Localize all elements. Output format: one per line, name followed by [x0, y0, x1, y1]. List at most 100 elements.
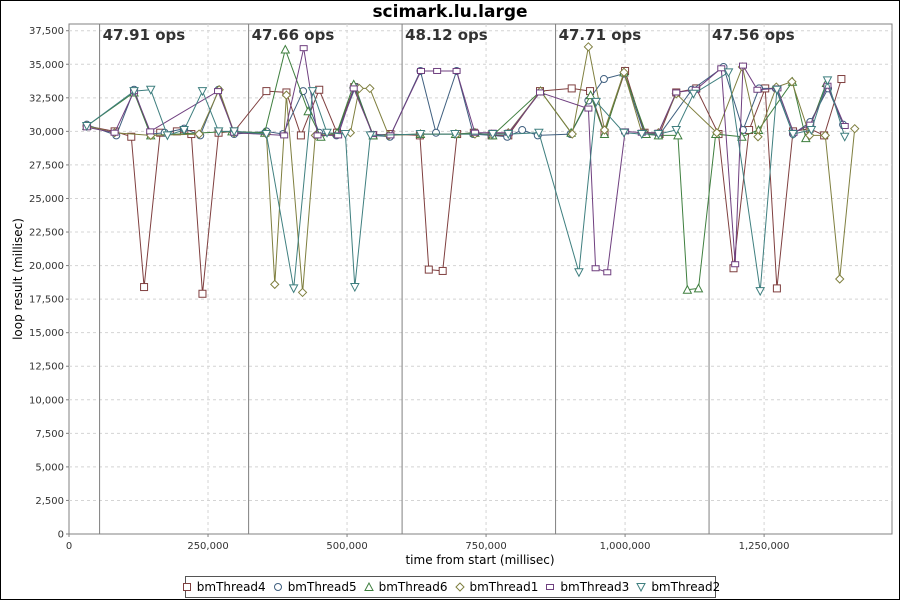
data-point	[452, 67, 461, 74]
y-tick-label: 27,500	[29, 160, 64, 171]
data-point	[179, 126, 189, 136]
y-tick-label: 32,500	[29, 93, 64, 104]
y-tick-label: 35,000	[29, 60, 64, 71]
run-marker-label: 47.56 ops	[712, 26, 795, 44]
y-tick-label: 7,500	[35, 429, 64, 440]
data-point	[837, 75, 846, 84]
legend-label: bmThread5	[287, 580, 357, 594]
legend-swatch-icon	[182, 583, 191, 591]
legend-label: bmThread4	[196, 580, 266, 594]
data-point	[296, 131, 305, 140]
y-tick-label: 12,500	[29, 362, 64, 373]
data-point	[772, 85, 782, 95]
data-point	[470, 129, 479, 136]
data-point	[213, 127, 224, 137]
data-point	[693, 283, 704, 293]
data-point	[583, 42, 594, 52]
data-point	[81, 122, 92, 132]
legend-marker	[546, 584, 555, 590]
data-point	[603, 269, 612, 276]
legend-marker	[636, 583, 647, 593]
legend-item-bmThread6: bmThread6	[363, 580, 448, 594]
data-point	[567, 84, 576, 93]
plot-area	[68, 23, 893, 535]
legend-swatch-icon	[636, 583, 647, 593]
y-tick-label: 15,000	[29, 328, 64, 339]
y-tick-label: 2,500	[35, 496, 64, 507]
series-line	[86, 66, 844, 138]
chart-title: scimark.lu.large	[372, 2, 528, 22]
run-marker-label: 47.71 ops	[559, 26, 642, 44]
y-tick-label: 30,000	[29, 127, 64, 138]
data-point	[198, 289, 207, 298]
data-point	[753, 132, 763, 142]
data-point	[334, 132, 343, 139]
data-point	[129, 87, 139, 97]
legend-marker	[363, 581, 374, 591]
run-marker-label: 47.66 ops	[252, 26, 335, 44]
data-point	[591, 265, 600, 272]
legend-marker	[273, 583, 282, 591]
data-point	[820, 130, 830, 141]
data-point	[574, 268, 584, 278]
axis-ticks: 0 2,500 5,000 7,500 10,000 12,500 15,000 17,500…	[29, 26, 790, 552]
data-point	[365, 83, 375, 94]
data-point	[261, 130, 272, 140]
y-tick-label: 0	[58, 530, 64, 541]
x-tick-label: 500,000	[326, 541, 367, 552]
data-point	[822, 76, 833, 86]
data-point	[712, 128, 722, 138]
x-tick-label: 750,000	[465, 541, 506, 552]
data-point	[424, 265, 433, 274]
data-point	[307, 87, 318, 97]
data-point	[433, 67, 442, 74]
grid-lines	[69, 24, 892, 534]
data-point	[653, 130, 664, 140]
legend-label: bmThread1	[469, 580, 539, 594]
legend-marker	[182, 583, 191, 591]
data-point	[340, 130, 351, 140]
data-point	[280, 132, 289, 139]
data-point	[288, 284, 299, 294]
data-point	[280, 44, 291, 54]
legend-swatch-icon	[546, 584, 555, 590]
data-point	[349, 283, 360, 293]
data-point	[788, 130, 798, 140]
data-point	[432, 128, 441, 137]
data-point	[262, 87, 271, 96]
data-point	[772, 284, 781, 293]
data-point	[297, 287, 308, 298]
data-point	[672, 89, 681, 96]
data-point	[365, 131, 376, 141]
data-point	[839, 132, 850, 142]
data-point	[349, 85, 358, 92]
data-point	[599, 125, 610, 135]
run-marker-label: 47.91 ops	[103, 26, 186, 44]
data-point	[197, 87, 208, 97]
legend-item-bmThread4: bmThread4	[181, 580, 266, 594]
y-tick-label: 25,000	[29, 194, 64, 205]
legend-swatch-icon	[273, 583, 282, 591]
y-axis-label: loop result (millisec)	[11, 218, 25, 340]
data-point	[671, 126, 682, 136]
data-point	[534, 128, 544, 138]
data-point	[322, 128, 332, 138]
data-point	[194, 129, 204, 139]
data-point	[755, 287, 766, 297]
legend-item-bmThread3: bmThread3	[544, 580, 629, 594]
y-tick-label: 22,500	[29, 228, 64, 239]
data-point	[636, 130, 647, 140]
data-point	[313, 132, 322, 139]
x-tick-label: 1,250,000	[739, 541, 790, 552]
chart-legend: bmThread4 bmThread5 bmThread6 bmThread1 bmTh…	[182, 576, 720, 598]
run-marker-label: 48.12 ops	[405, 26, 488, 44]
legend-item-bmThread2: bmThread2	[635, 580, 720, 594]
series-line	[86, 71, 846, 292]
y-tick-label: 10,000	[29, 395, 64, 406]
data-point	[140, 283, 149, 292]
data-point	[787, 77, 797, 87]
run-markers: 47.91 ops 47.66 ops 48.12 ops 47.71 ops 47.5…	[99, 24, 795, 534]
data-point	[682, 284, 693, 294]
legend-item-bmThread1: bmThread1	[454, 580, 539, 594]
data-point	[731, 261, 740, 268]
